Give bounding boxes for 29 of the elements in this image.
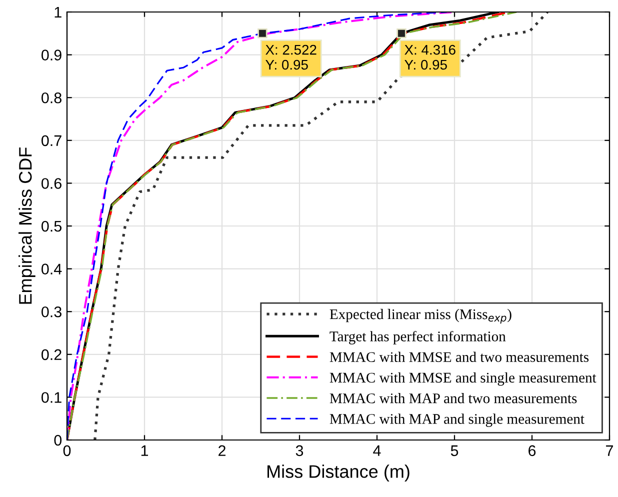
y-tick-label: 1 (54, 7, 62, 18)
x-tick-label: 3 (296, 445, 304, 456)
x-tick-label: 4 (373, 445, 381, 456)
y-tick-label: 0.9 (42, 50, 62, 60)
legend-label: MMAC with MMSE and two measurements (330, 352, 589, 362)
y-tick-label: 0.3 (42, 306, 62, 318)
x-axis-title: Miss Distance (m) (268, 464, 410, 482)
y-tick-label: 0 (54, 434, 62, 446)
x-tick-label: 0 (63, 445, 71, 456)
x-tick-label: 5 (450, 445, 458, 456)
y-tick-label: 0.1 (42, 392, 62, 403)
y-axis-title: Empirical Miss CDF (18, 147, 36, 304)
legend-label: MMAC with MMSE and single measurement (330, 372, 596, 386)
y-tick-label: 0.2 (42, 349, 62, 360)
legend-label: MMAC with MAP and single measurement (330, 414, 584, 427)
y-tick-label: 0.6 (42, 178, 62, 189)
x-tick-label: 2 (218, 445, 226, 456)
y-tick-label: 0.8 (42, 92, 62, 104)
y-tick-label: 0.5 (42, 220, 62, 232)
annotation: X: 4.316 Y: 0.95 (404, 44, 456, 70)
legend-label: Expected linear miss (Miss$_{exp}$) (330, 308, 512, 324)
legend-label: MMAC with MAP and two measurements (330, 393, 577, 404)
y-tick-label: 0.7 (42, 135, 62, 146)
x-tick-label: 7 (606, 445, 613, 456)
annotation: X: 2.522 Y: 0.95 (266, 44, 316, 70)
x-tick-label: 1 (141, 445, 148, 456)
x-tick-label: 6 (528, 445, 536, 456)
legend-label: Target has perfect information (330, 330, 506, 344)
y-tick-label: 0.4 (42, 264, 62, 274)
